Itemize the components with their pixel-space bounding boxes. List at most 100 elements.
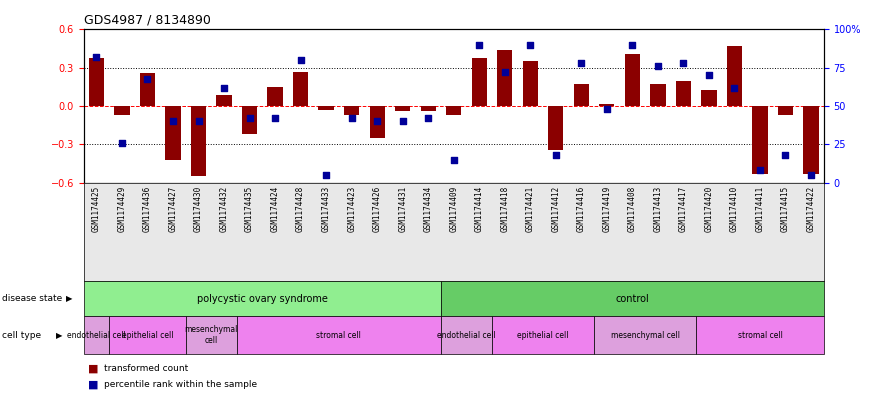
- Text: control: control: [616, 294, 649, 304]
- Text: GSM1174418: GSM1174418: [500, 185, 509, 232]
- Point: [293, 57, 307, 63]
- Bar: [522, 61, 538, 106]
- Text: ■: ■: [88, 364, 99, 374]
- Text: GSM1174423: GSM1174423: [347, 185, 356, 232]
- Bar: [803, 106, 818, 174]
- Text: GDS4987 / 8134890: GDS4987 / 8134890: [84, 14, 211, 27]
- Text: transformed count: transformed count: [104, 364, 189, 373]
- Text: GSM1174412: GSM1174412: [552, 185, 560, 232]
- Text: polycystic ovary syndrome: polycystic ovary syndrome: [196, 294, 328, 304]
- Bar: [420, 106, 436, 111]
- Text: GSM1174421: GSM1174421: [526, 185, 535, 232]
- Point: [447, 156, 461, 163]
- Point: [702, 72, 716, 79]
- Point: [728, 84, 742, 91]
- Bar: [676, 81, 691, 106]
- Point: [115, 140, 129, 146]
- Bar: [471, 57, 487, 106]
- Text: epithelial cell: epithelial cell: [122, 331, 174, 340]
- Point: [804, 172, 818, 178]
- Text: GSM1174427: GSM1174427: [168, 185, 177, 232]
- Text: endothelial cell: endothelial cell: [437, 331, 496, 340]
- Point: [242, 115, 256, 121]
- Point: [574, 60, 589, 66]
- Bar: [599, 103, 614, 106]
- Point: [753, 167, 767, 174]
- Bar: [497, 50, 513, 106]
- Text: GSM1174425: GSM1174425: [92, 185, 101, 232]
- Bar: [752, 106, 767, 174]
- Text: ▶: ▶: [66, 294, 72, 303]
- Point: [523, 42, 537, 48]
- Text: GSM1174419: GSM1174419: [603, 185, 611, 232]
- Point: [268, 115, 282, 121]
- Bar: [191, 106, 206, 176]
- Point: [472, 42, 486, 48]
- Text: GSM1174430: GSM1174430: [194, 185, 203, 232]
- Bar: [395, 106, 411, 111]
- Text: GSM1174436: GSM1174436: [143, 185, 152, 232]
- Bar: [217, 95, 232, 106]
- Point: [370, 118, 384, 125]
- Bar: [369, 106, 385, 138]
- Point: [600, 106, 614, 112]
- Text: GSM1174432: GSM1174432: [219, 185, 228, 232]
- Point: [166, 118, 180, 125]
- Point: [677, 60, 691, 66]
- Point: [191, 118, 205, 125]
- Bar: [166, 106, 181, 160]
- Point: [498, 69, 512, 75]
- Bar: [701, 90, 716, 106]
- Text: endothelial cell: endothelial cell: [67, 331, 126, 340]
- Bar: [344, 106, 359, 115]
- Bar: [727, 46, 742, 106]
- Point: [396, 118, 410, 125]
- Point: [217, 84, 231, 91]
- Point: [626, 42, 640, 48]
- Text: mesenchymal cell: mesenchymal cell: [611, 331, 679, 340]
- Text: stromal cell: stromal cell: [316, 331, 361, 340]
- Bar: [293, 72, 308, 106]
- Bar: [140, 73, 155, 106]
- Text: GSM1174416: GSM1174416: [577, 185, 586, 232]
- Text: mesenchymal
cell: mesenchymal cell: [185, 325, 238, 345]
- Text: GSM1174408: GSM1174408: [628, 185, 637, 232]
- Text: ▶: ▶: [56, 331, 62, 340]
- Text: GSM1174413: GSM1174413: [654, 185, 663, 232]
- Text: GSM1174415: GSM1174415: [781, 185, 790, 232]
- Text: disease state: disease state: [2, 294, 62, 303]
- Text: GSM1174433: GSM1174433: [322, 185, 330, 232]
- Text: stromal cell: stromal cell: [737, 331, 782, 340]
- Text: GSM1174420: GSM1174420: [705, 185, 714, 232]
- Text: GSM1174428: GSM1174428: [296, 185, 305, 232]
- Text: ■: ■: [88, 379, 99, 389]
- Text: GSM1174434: GSM1174434: [424, 185, 433, 232]
- Point: [140, 75, 154, 82]
- Text: GSM1174417: GSM1174417: [679, 185, 688, 232]
- Text: GSM1174426: GSM1174426: [373, 185, 381, 232]
- Text: GSM1174414: GSM1174414: [475, 185, 484, 232]
- Point: [319, 172, 333, 178]
- Text: epithelial cell: epithelial cell: [517, 331, 569, 340]
- Text: GSM1174429: GSM1174429: [117, 185, 127, 232]
- Bar: [446, 106, 462, 115]
- Point: [89, 54, 103, 60]
- Text: GSM1174411: GSM1174411: [755, 185, 765, 232]
- Bar: [115, 106, 130, 115]
- Bar: [242, 106, 257, 134]
- Bar: [268, 87, 283, 106]
- Point: [549, 152, 563, 158]
- Bar: [650, 84, 665, 106]
- Text: GSM1174409: GSM1174409: [449, 185, 458, 232]
- Text: cell type: cell type: [2, 331, 41, 340]
- Text: percentile rank within the sample: percentile rank within the sample: [104, 380, 257, 389]
- Point: [344, 115, 359, 121]
- Point: [421, 115, 435, 121]
- Bar: [548, 106, 564, 149]
- Text: GSM1174435: GSM1174435: [245, 185, 254, 232]
- Point: [779, 152, 793, 158]
- Bar: [318, 106, 334, 110]
- Text: GSM1174431: GSM1174431: [398, 185, 407, 232]
- Bar: [89, 57, 104, 106]
- Point: [651, 63, 665, 70]
